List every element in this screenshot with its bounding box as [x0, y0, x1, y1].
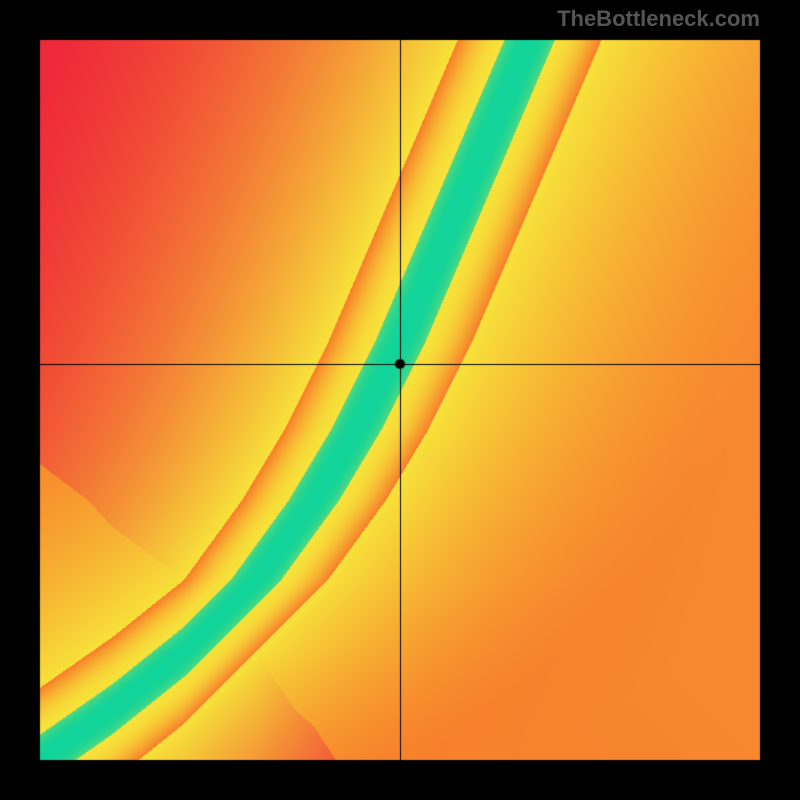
- bottleneck-heatmap: [0, 0, 800, 800]
- watermark-label: TheBottleneck.com: [557, 6, 760, 32]
